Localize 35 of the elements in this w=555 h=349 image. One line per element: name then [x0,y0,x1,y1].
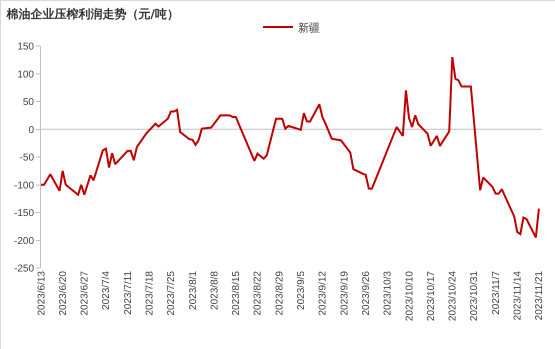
x-tick-label: 2023/8/8 [209,270,220,310]
x-tick-label: 2023/10/31 [469,270,480,322]
y-tick-label: -200 [14,236,34,247]
x-tick-label: 2023/8/15 [231,270,242,316]
x-tick-label: 2023/10/24 [448,270,459,322]
x-tick-label: 2023/7/4 [101,270,112,310]
chart-title: 棉油企业压榨利润走势（元/吨） [6,7,179,22]
x-tick-label: 2023/8/1 [188,270,199,310]
x-tick-label: 2023/7/25 [166,270,178,316]
x-tick-label: 2023/6/27 [80,270,91,316]
x-tick-label: 2023/8/22 [252,270,264,316]
legend-label: 新疆 [298,21,320,34]
x-tick-label: 2023/9/12 [318,270,329,316]
x-tick-label: 2023/9/5 [296,270,308,310]
x-tick-label: 2023/9/19 [339,270,350,316]
y-tick-label: 100 [17,69,34,80]
y-tick-label: -150 [14,208,34,219]
x-tick-label: 2023/10/17 [426,270,437,322]
y-tick-label: -100 [14,180,34,192]
y-tick-label: -250 [14,264,34,274]
x-tick-label: 2023/11/21 [534,270,546,320]
y-tick-label: 50 [22,97,34,108]
x-tick-label: 2023/8/29 [274,270,286,316]
x-tick-label: 2023/11/7 [490,270,502,315]
x-tick-label: 2023/6/20 [58,270,69,316]
x-tick-label: 2023/10/3 [382,270,394,316]
y-tick-label: 0 [28,124,34,136]
x-tick-label: 2023/6/13 [36,270,48,316]
x-tick-label: 2023/7/11 [122,270,134,315]
x-tick-label: 2023/7/18 [144,270,156,316]
y-tick-label: -50 [20,152,34,164]
x-tick-label: 2023/9/26 [360,270,372,316]
x-tick-label: 2023/11/14 [512,270,524,320]
y-tick-label: 150 [17,42,34,52]
x-tick-label: 2023/10/10 [404,270,416,322]
